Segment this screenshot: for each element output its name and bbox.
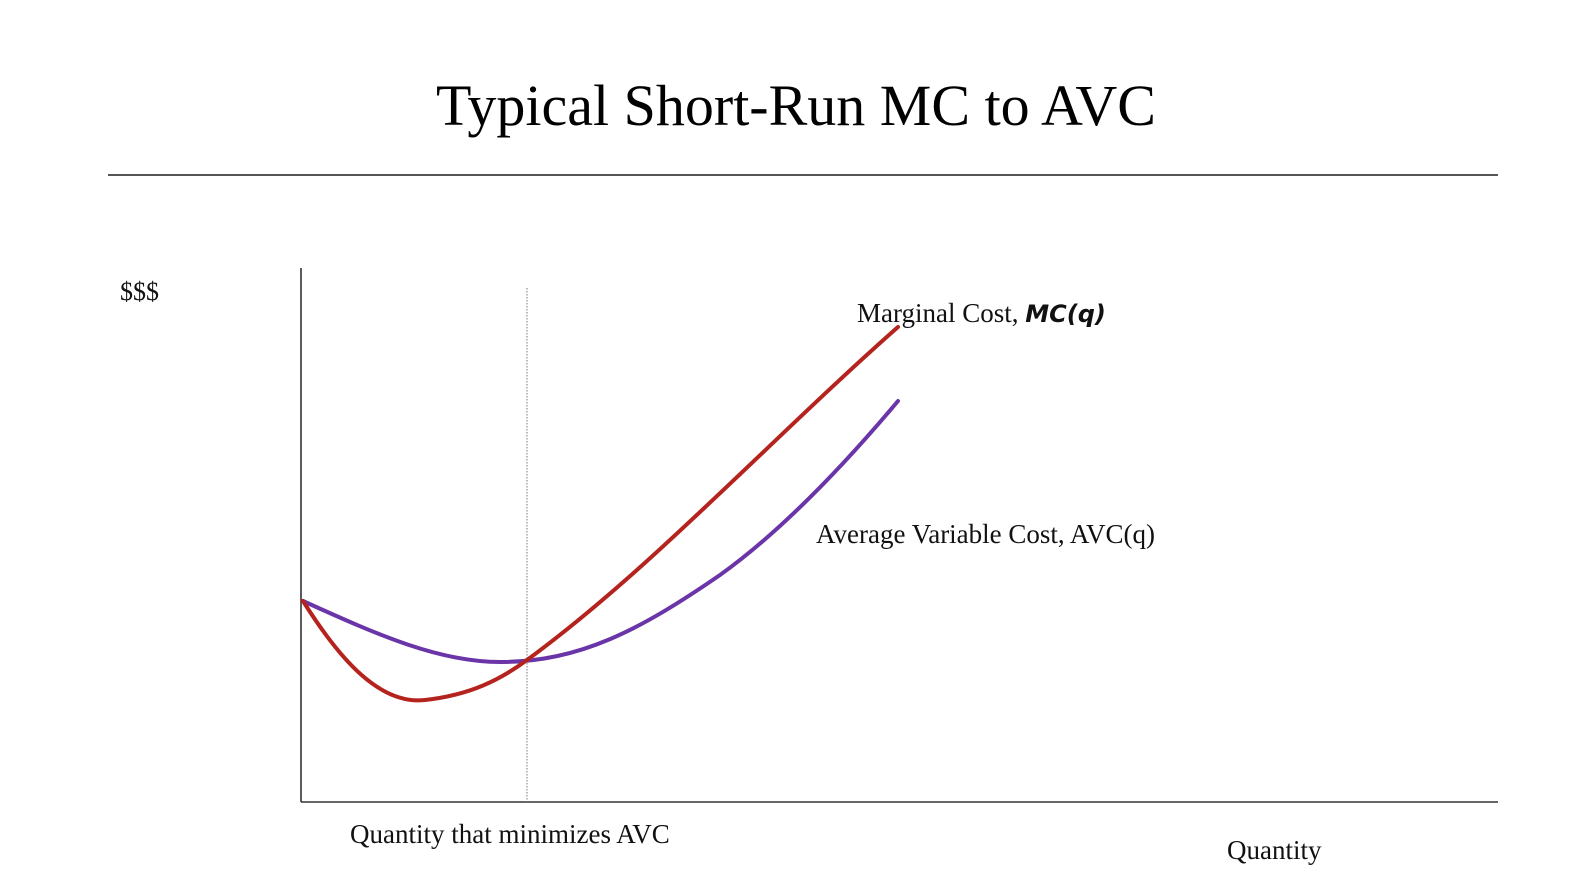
title-divider [108,174,1498,176]
mc-curve [301,325,900,703]
avc-curve [301,399,900,665]
mc-curve-label: Marginal Cost, MC(q) [857,297,1106,330]
slide-title: Typical Short-Run MC to AVC [436,73,1156,138]
x-axis-label: Quantity [1227,835,1322,865]
min-quantity-label: Quantity that minimizes AVC [350,819,670,849]
mc-curve-label-text: Marginal Cost, [857,298,1026,328]
avc-curve-label: Average Variable Cost, AVC(q) [816,519,1155,549]
y-axis-label: $$$ [120,277,159,306]
mc-curve-label-math: MC(q) [1025,300,1106,328]
